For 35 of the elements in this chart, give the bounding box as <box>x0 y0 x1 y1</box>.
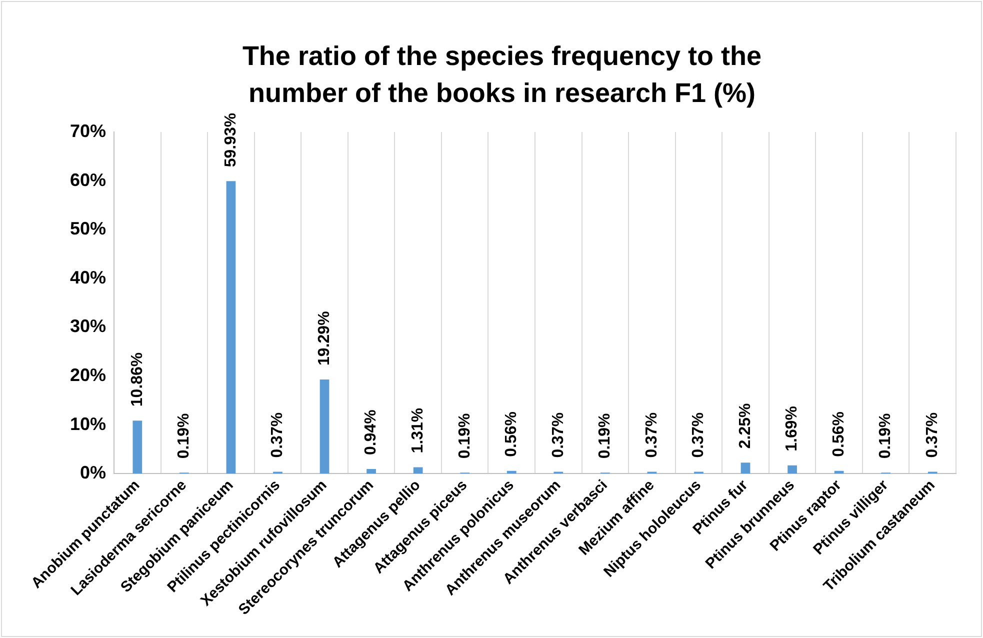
bar <box>413 467 423 474</box>
data-label: 0.37% <box>690 412 708 458</box>
y-tick-label: 40% <box>70 267 106 288</box>
data-label: 0.37% <box>924 412 942 458</box>
data-label: 0.56% <box>830 411 848 457</box>
data-label: 0.19% <box>456 413 474 459</box>
data-label: 0.19% <box>176 413 193 459</box>
y-tick-label: 50% <box>70 218 106 239</box>
bar <box>320 379 330 474</box>
y-tick-label: 0% <box>80 462 106 483</box>
y-tick-label: 30% <box>70 316 106 336</box>
data-label: 10.86% <box>128 352 146 407</box>
bar <box>788 465 797 474</box>
data-label: 0.19% <box>877 413 894 459</box>
data-label: 1.69% <box>784 406 801 452</box>
y-tick-label: 70% <box>70 120 106 141</box>
bar <box>366 469 376 474</box>
bar <box>740 462 750 474</box>
data-label: 0.19% <box>596 413 614 459</box>
chart-title: The ratio of the species frequency to the number of the books in research F1 (%) <box>241 40 763 110</box>
data-label: 59.93% <box>222 112 240 168</box>
y-tick-label: 20% <box>70 364 106 385</box>
data-label: 1.31% <box>409 408 426 454</box>
bar <box>506 470 516 474</box>
y-tick-label: 10% <box>70 414 106 434</box>
data-label: 19.29% <box>316 311 333 366</box>
data-label: 0.56% <box>503 411 520 457</box>
data-label: 0.37% <box>550 412 567 458</box>
bar <box>132 420 142 474</box>
data-label: 2.25% <box>736 403 754 449</box>
bar <box>226 181 236 474</box>
data-label: 0.37% <box>643 412 660 458</box>
data-label: 0.94% <box>362 410 380 456</box>
y-tick-label: 60% <box>70 170 106 190</box>
data-label: 0.37% <box>269 412 286 458</box>
